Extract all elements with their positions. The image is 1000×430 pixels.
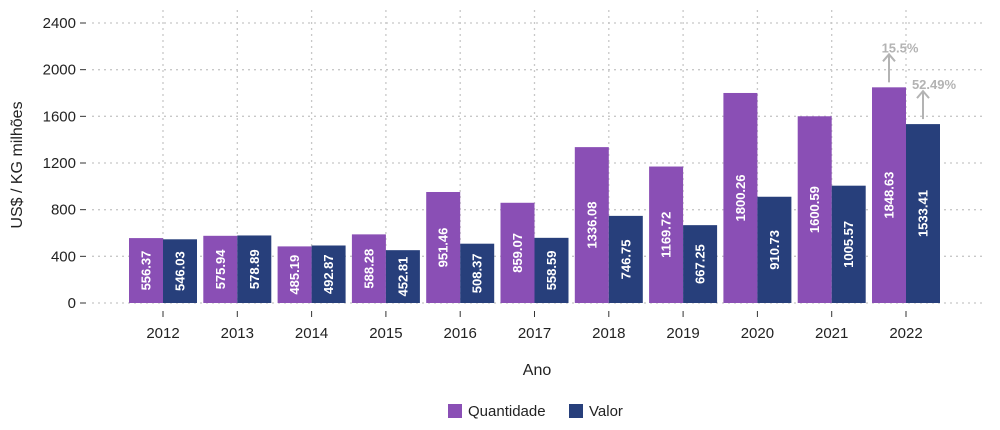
- bar-value-label: 1848.63: [882, 172, 897, 219]
- bar-value-label: 575.94: [213, 249, 228, 290]
- bar-valor-2012: [163, 239, 197, 303]
- x-tick-label: 2014: [295, 325, 328, 342]
- bar-value-label: 951.46: [436, 228, 451, 268]
- y-tick-label: 0: [68, 295, 76, 312]
- x-tick-label: 2022: [889, 325, 922, 342]
- bar-valor-2019: [683, 225, 718, 303]
- bar-value-label: 1336.08: [584, 202, 599, 249]
- bar-value-label: 1800.26: [733, 174, 748, 221]
- annotations: 15.5% 52.49%: [882, 40, 957, 120]
- x-tick-label: 2019: [666, 325, 699, 342]
- growth-percent-label: 52.49%: [912, 77, 957, 92]
- bar-labels: 556.37 575.94 485.19 588.28 951.46 859.07 1336…: [139, 172, 931, 297]
- growth-arrow-head: [882, 52, 896, 62]
- y-tick-label: 2000: [43, 62, 76, 79]
- x-tick-label: 2013: [221, 325, 254, 342]
- y-axis-title: US$ / KG milhões: [9, 101, 26, 228]
- bar-valor-2021: [831, 185, 866, 303]
- bar-quantidade-2012: [129, 238, 163, 303]
- bar-valor-2013: [237, 235, 272, 303]
- x-axis: 2012 2013 2014 2015 2016 2017 2018 2019 2020 2021…: [146, 311, 923, 342]
- bar-value-label: 1533.41: [916, 190, 931, 237]
- x-axis-title: Ano: [523, 362, 552, 379]
- bar-quantidade-2017: [500, 202, 535, 303]
- y-tick-label: 1200: [43, 155, 76, 172]
- bar-value-label: 1169.72: [659, 212, 674, 258]
- bar-quantidade-2022: [872, 87, 906, 303]
- bar-quantidade-2016: [426, 191, 461, 303]
- bar-value-label: 556.37: [139, 251, 154, 291]
- y-tick-label: 1600: [43, 108, 76, 125]
- bar-valor-2015: [385, 250, 420, 303]
- growth-percent-label: 15.5%: [882, 40, 919, 55]
- legend-swatch-valor: [569, 404, 583, 418]
- x-tick-label: 2012: [146, 325, 179, 342]
- bar-quantidade-2014: [277, 246, 312, 303]
- y-tick-label: 800: [51, 202, 76, 219]
- bar-value-label: 558.59: [544, 251, 559, 291]
- bar-value-label: 746.75: [618, 240, 633, 280]
- bar-quantidade-2015: [351, 234, 386, 303]
- bar-valor-2022: [906, 124, 940, 303]
- x-tick-label: 2018: [592, 325, 625, 342]
- bar-quantidade-2020: [723, 92, 758, 303]
- bar-quantidade-2021: [797, 116, 832, 304]
- y-axis: 0 400 800 1200 1600 2000 2400: [43, 15, 86, 312]
- bar-value-label: 859.07: [510, 233, 525, 273]
- bars: [129, 87, 940, 304]
- bar-value-label: 667.25: [693, 244, 708, 284]
- bar-quantidade-2019: [649, 166, 684, 303]
- x-tick-label: 2020: [741, 325, 774, 342]
- bar-value-label: 452.81: [395, 257, 410, 297]
- bar-value-label: 1005.57: [841, 221, 856, 268]
- x-tick-label: 2016: [444, 325, 477, 342]
- bar-valor-2020: [757, 196, 792, 303]
- bar-value-label: 508.37: [470, 253, 485, 293]
- bar-valor-2016: [460, 243, 495, 303]
- bar-value-label: 485.19: [287, 255, 302, 295]
- bar-valor-2018: [608, 215, 643, 303]
- bar-valor-2014: [311, 245, 346, 303]
- bar-value-label: 578.89: [247, 249, 262, 289]
- growth-arrow-head: [916, 89, 930, 99]
- y-tick-label: 2400: [43, 15, 76, 32]
- x-tick-label: 2015: [369, 325, 402, 342]
- bar-valor-2017: [534, 237, 569, 303]
- bar-quantidade-2013: [203, 235, 238, 303]
- legend: Quantidade Valor: [448, 403, 623, 420]
- bar-value-label: 1600.59: [807, 186, 822, 233]
- legend-swatch-quantidade: [448, 404, 462, 418]
- bar-value-label: 546.03: [173, 251, 188, 291]
- bar-value-label: 588.28: [361, 249, 376, 289]
- x-tick-label: 2017: [518, 325, 551, 342]
- legend-label-valor: Valor: [589, 403, 623, 420]
- bar-value-label: 910.73: [767, 230, 782, 270]
- bar-value-label: 492.87: [321, 254, 336, 294]
- legend-label-quantidade: Quantidade: [468, 403, 546, 420]
- y-tick-label: 400: [51, 248, 76, 265]
- x-tick-label: 2021: [815, 325, 848, 342]
- bar-quantidade-2018: [574, 147, 609, 303]
